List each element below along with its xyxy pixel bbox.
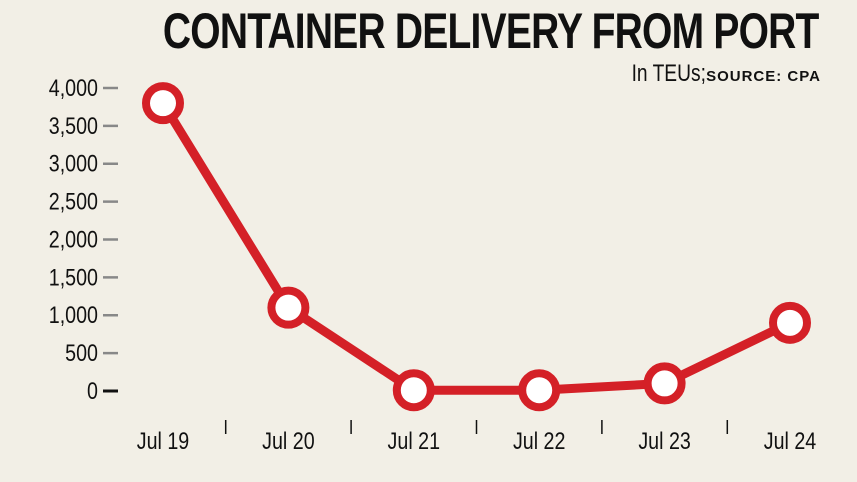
data-point-marker: [142, 82, 184, 125]
y-tick: 3,000: [49, 150, 118, 177]
y-tick-label: 3,000: [49, 150, 98, 177]
y-tick: 2,500: [49, 188, 118, 215]
data-markers: [142, 82, 811, 412]
y-tick-label: 2,000: [49, 226, 98, 253]
x-tick-label: Jul 23: [638, 427, 691, 454]
data-point-marker: [267, 286, 310, 329]
unit-label: In TEUs;: [631, 60, 707, 87]
y-axis: 0 500 1,000 1,500 2,000 2,500 3,000 3,500 4,000: [49, 74, 118, 404]
y-tick: 500: [65, 339, 118, 367]
data-point-marker: [392, 369, 435, 412]
data-point-marker: [518, 369, 561, 412]
y-tick: 0: [87, 377, 118, 404]
y-tick-label: 1,500: [49, 264, 98, 291]
y-tick-label: 0: [87, 377, 98, 404]
y-tick: 1,500: [49, 264, 118, 291]
data-point-marker: [769, 301, 811, 344]
x-tick-label: Jul 20: [262, 427, 315, 454]
y-tick-label: 500: [65, 339, 98, 366]
y-tick: 3,500: [49, 112, 118, 139]
x-tick-label: Jul 19: [137, 427, 190, 454]
y-tick-label: 2,500: [49, 188, 98, 215]
source-label: SOURCE: CPA: [706, 68, 821, 85]
y-tick: 1,000: [49, 301, 118, 329]
y-tick-label: 3,500: [49, 112, 98, 139]
data-point-marker: [643, 362, 686, 405]
data-line: [159, 100, 792, 395]
y-tick-label: 1,000: [49, 301, 98, 328]
x-tick-label: Jul 22: [513, 427, 566, 454]
chart-subtitle: In TEUs;SOURCE: CPA: [613, 60, 821, 88]
y-tick: 4,000: [49, 74, 118, 101]
chart-title: CONTAINER DELIVERY FROM PORT: [163, 3, 819, 59]
y-tick-label: 4,000: [49, 74, 98, 101]
x-tick-label: Jul 21: [388, 427, 441, 454]
y-tick: 2,000: [49, 226, 118, 253]
x-tick-label: Jul 24: [764, 427, 817, 454]
x-axis: Jul 19 Jul 20 Jul 21 Jul 22 Jul 23 Jul 24: [137, 420, 817, 454]
